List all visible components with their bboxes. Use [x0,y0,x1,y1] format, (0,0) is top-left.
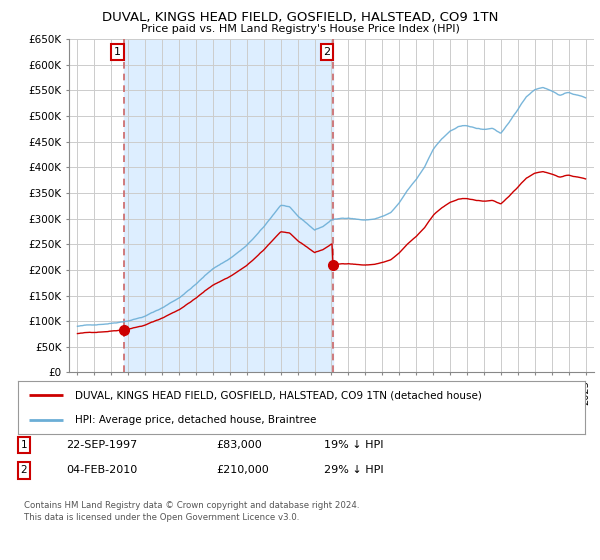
Text: 29% ↓ HPI: 29% ↓ HPI [324,465,383,475]
Text: DUVAL, KINGS HEAD FIELD, GOSFIELD, HALSTEAD, CO9 1TN: DUVAL, KINGS HEAD FIELD, GOSFIELD, HALST… [102,11,498,24]
Text: £83,000: £83,000 [216,440,262,450]
Bar [124,39,333,372]
Text: 19% ↓ HPI: 19% ↓ HPI [324,440,383,450]
Text: 2: 2 [323,47,331,57]
Text: HPI: Average price, detached house, Braintree: HPI: Average price, detached house, Brai… [75,414,316,424]
Text: £210,000: £210,000 [216,465,269,475]
Text: DUVAL, KINGS HEAD FIELD, GOSFIELD, HALSTEAD, CO9 1TN (detached house): DUVAL, KINGS HEAD FIELD, GOSFIELD, HALST… [75,390,482,400]
Text: 1: 1 [114,47,121,57]
Text: Price paid vs. HM Land Registry's House Price Index (HPI): Price paid vs. HM Land Registry's House … [140,24,460,34]
Text: 04-FEB-2010: 04-FEB-2010 [66,465,137,475]
Text: Contains HM Land Registry data © Crown copyright and database right 2024.
This d: Contains HM Land Registry data © Crown c… [24,501,359,522]
Text: 1: 1 [20,440,28,450]
Text: 22-SEP-1997: 22-SEP-1997 [66,440,137,450]
Text: 2: 2 [20,465,28,475]
